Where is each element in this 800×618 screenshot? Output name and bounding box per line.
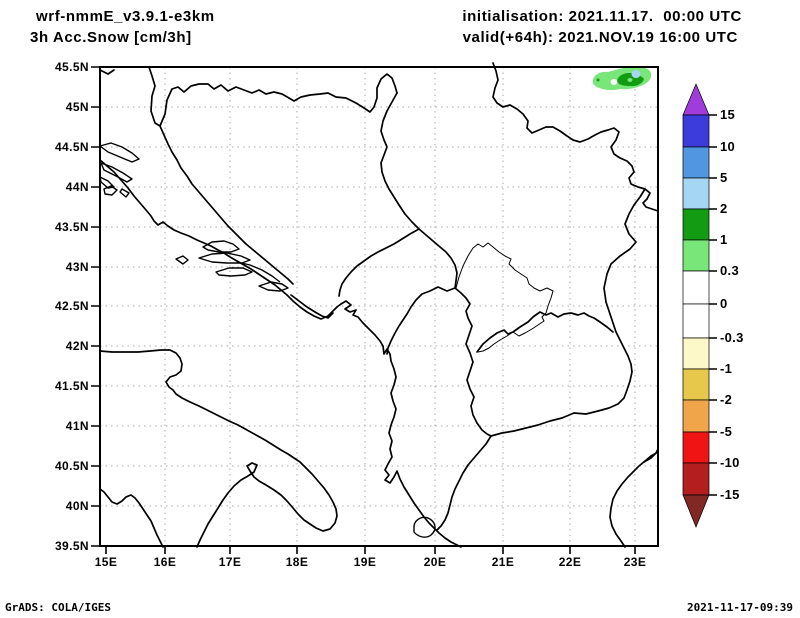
snow-max-core <box>631 70 641 78</box>
lat-label: 44.5N <box>55 140 89 154</box>
init-time: initialisation: 2021.11.17. 00:00 UTC <box>462 8 742 25</box>
snow-speck <box>596 78 600 82</box>
colorbar-tick-marks <box>709 114 717 496</box>
border-serbia-bulgaria-macedonia-east <box>490 188 646 437</box>
colorbar-label: -5 <box>720 424 732 439</box>
colorbar-label: 5 <box>720 170 728 185</box>
lon-label: 17E <box>219 555 242 569</box>
lat-label: 43N <box>66 260 89 274</box>
colorbar-cell <box>682 270 710 305</box>
coastline-adriatic-east <box>99 159 462 548</box>
colorbar-cell <box>682 337 710 370</box>
border-drina-serbia-bosnia <box>380 92 458 289</box>
lon-axis-labels: 15E 16E 17E 18E 19E 20E 21E 22E 23E <box>95 555 647 569</box>
colorbar-cell <box>682 431 710 464</box>
colorbar-label: -1 <box>720 361 732 376</box>
lon-label: 19E <box>354 555 377 569</box>
grid-horizontal-lines <box>100 106 658 507</box>
border-bosnia-montenegro <box>338 228 420 297</box>
coastline-italy-adriatic-heel <box>99 349 338 548</box>
border-kosovo <box>455 242 554 353</box>
grid-lines <box>100 67 658 546</box>
colorbar-cell <box>682 399 710 433</box>
coastline-greece-aegean <box>609 451 659 548</box>
lat-tick-marks <box>91 66 100 547</box>
colorbar-cell <box>682 114 710 148</box>
border-macedonia-north <box>476 311 614 353</box>
border-croatia-bosnia-dinaric <box>159 125 294 285</box>
coastline-italy-tyrrhenian <box>99 488 164 548</box>
colorbar-label: 1 <box>720 232 728 247</box>
lat-label: 40.5N <box>55 459 89 473</box>
variable-title: 3h Acc.Snow [cm/3h] <box>30 29 192 46</box>
lon-label: 20E <box>424 555 447 569</box>
snow-patch <box>592 66 652 91</box>
border-albania-greece <box>436 435 492 531</box>
colorbar-cell <box>682 462 710 496</box>
map-outlines <box>99 62 659 548</box>
lon-label: 16E <box>154 555 177 569</box>
colorbar: 15 10 5 2 1 0.3 0 -0.3 -1 -2 -5 -10 -15 <box>682 83 744 528</box>
colorbar-labels: 15 10 5 2 1 0.3 0 -0.3 -1 -2 -5 -10 -15 <box>720 107 744 502</box>
lat-axis-labels: 45.5N 45N 44.5N 44N 43.5N 43N 42.5N 42N … <box>55 60 89 553</box>
colorbar-label: -2 <box>720 392 732 407</box>
colorbar-label: 0.3 <box>720 263 739 278</box>
border-montenegro-albania <box>386 286 456 355</box>
lon-label: 21E <box>492 555 515 569</box>
colorbar-label: 2 <box>720 201 728 216</box>
lat-label: 42N <box>66 339 89 353</box>
border-albania-east <box>454 287 492 437</box>
creation-timestamp: 2021-11-17-09:39 <box>687 601 793 614</box>
lat-label: 44N <box>66 180 89 194</box>
lon-label: 15E <box>95 555 118 569</box>
colorbar-cell <box>682 368 710 401</box>
island-corfu <box>413 516 436 538</box>
colorbar-label: 10 <box>720 139 735 154</box>
lon-label: 18E <box>286 555 309 569</box>
border-slovenia-corner <box>99 69 115 75</box>
colorbar-cell <box>682 239 710 272</box>
grads-credit: GrADS: COLA/IGES <box>5 601 111 614</box>
snow-contour-notch <box>610 79 618 85</box>
colorbar-cell <box>682 146 710 179</box>
colorbar-cell <box>682 208 710 241</box>
colorbar-label: 15 <box>720 107 735 122</box>
lon-label: 22E <box>559 555 582 569</box>
lat-label: 39.5N <box>55 539 89 553</box>
valid-time: valid(+64h): 2021.NOV.19 16:00 UTC <box>462 29 738 46</box>
border-croatia-bosnia-north <box>148 66 398 127</box>
colorbar-cell <box>682 177 710 210</box>
lon-label: 23E <box>624 555 647 569</box>
colorbar-label: -15 <box>720 487 740 502</box>
lat-label: 42.5N <box>55 299 89 313</box>
coastline-peljesac-peninsula <box>290 294 334 319</box>
lon-tick-marks <box>105 546 636 554</box>
lat-label: 45.5N <box>55 60 89 74</box>
colorbar-label: -0.3 <box>720 330 744 345</box>
colorbar-label: 0 <box>720 296 728 311</box>
snow-inner-hole <box>627 78 633 82</box>
lat-label: 41.5N <box>55 379 89 393</box>
model-title: wrf-nmmE_v3.9.1-e3km <box>36 8 215 25</box>
islands-croatian-archipelago <box>99 142 289 292</box>
lat-label: 40N <box>66 499 89 513</box>
border-danube-serbia-romania <box>492 62 659 212</box>
lat-label: 41N <box>66 419 89 433</box>
grid-vertical-lines <box>164 67 636 546</box>
lat-label: 43.5N <box>55 220 89 234</box>
colorbar-bottom-arrow <box>682 494 710 528</box>
colorbar-top-arrow <box>682 83 710 116</box>
colorbar-cell <box>682 303 710 339</box>
lat-label: 45N <box>66 100 89 114</box>
colorbar-label: -10 <box>720 455 740 470</box>
